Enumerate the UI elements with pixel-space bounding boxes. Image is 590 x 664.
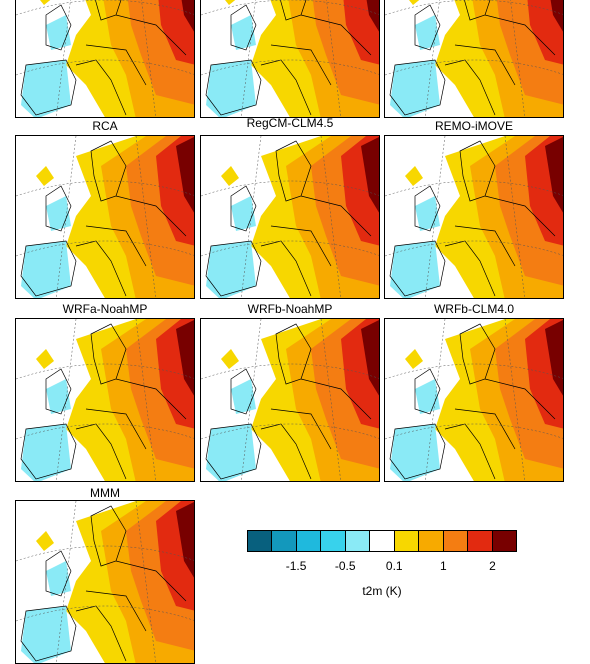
map: [16, 136, 195, 299]
panel-label: MMM: [90, 486, 120, 500]
map: [201, 0, 380, 118]
map-panel: [15, 500, 195, 664]
colorbar-box: [296, 531, 322, 551]
colorbar-box: [468, 531, 493, 551]
colorbar-label: t2m (K): [362, 584, 402, 598]
map: [16, 501, 195, 664]
colorbar-tick-label: -0.5: [334, 559, 356, 573]
colorbar-box: [248, 531, 273, 551]
map-panel: [15, 318, 195, 482]
colorbar: [247, 530, 517, 552]
map-panel: [384, 0, 564, 118]
map-panel: [15, 0, 195, 118]
map: [201, 136, 380, 299]
map: [385, 136, 564, 299]
map-panel: [384, 135, 564, 299]
colorbar-tick-label: -1.5: [285, 559, 307, 573]
panel-label: REMO-iMOVE: [435, 119, 513, 133]
panel-label: WRFa-NoahMP: [62, 302, 148, 316]
figure: {"panels": [{"label": "RCA"}, {"label": …: [15, 0, 564, 664]
map: [201, 319, 380, 482]
colorbar-box: [394, 531, 420, 551]
map: [16, 0, 195, 118]
colorbar-box: [492, 531, 516, 551]
colorbar-box: [272, 531, 297, 551]
map-panel: [15, 135, 195, 299]
map: [385, 0, 564, 118]
map-panel: [200, 0, 380, 118]
map-panel: [384, 318, 564, 482]
map-panel: [200, 135, 380, 299]
panel-label: RCA: [92, 119, 118, 133]
colorbar-tick-label: 0.1: [385, 559, 403, 573]
panel-label: RegCM-CLM4.5: [246, 116, 334, 130]
map: [385, 319, 564, 482]
panel-label: WRFb-NoahMP: [247, 302, 333, 316]
colorbar-tick-label: 2: [489, 559, 496, 573]
colorbar-box: [419, 531, 444, 551]
map: [16, 319, 195, 482]
panel-label: WRFb-CLM4.0: [433, 302, 514, 316]
colorbar-box: [443, 531, 469, 551]
colorbar-box: [345, 531, 371, 551]
map-panel: [200, 318, 380, 482]
colorbar-box: [321, 531, 346, 551]
colorbar-box: [370, 531, 395, 551]
colorbar-tick-label: 1: [440, 559, 447, 573]
